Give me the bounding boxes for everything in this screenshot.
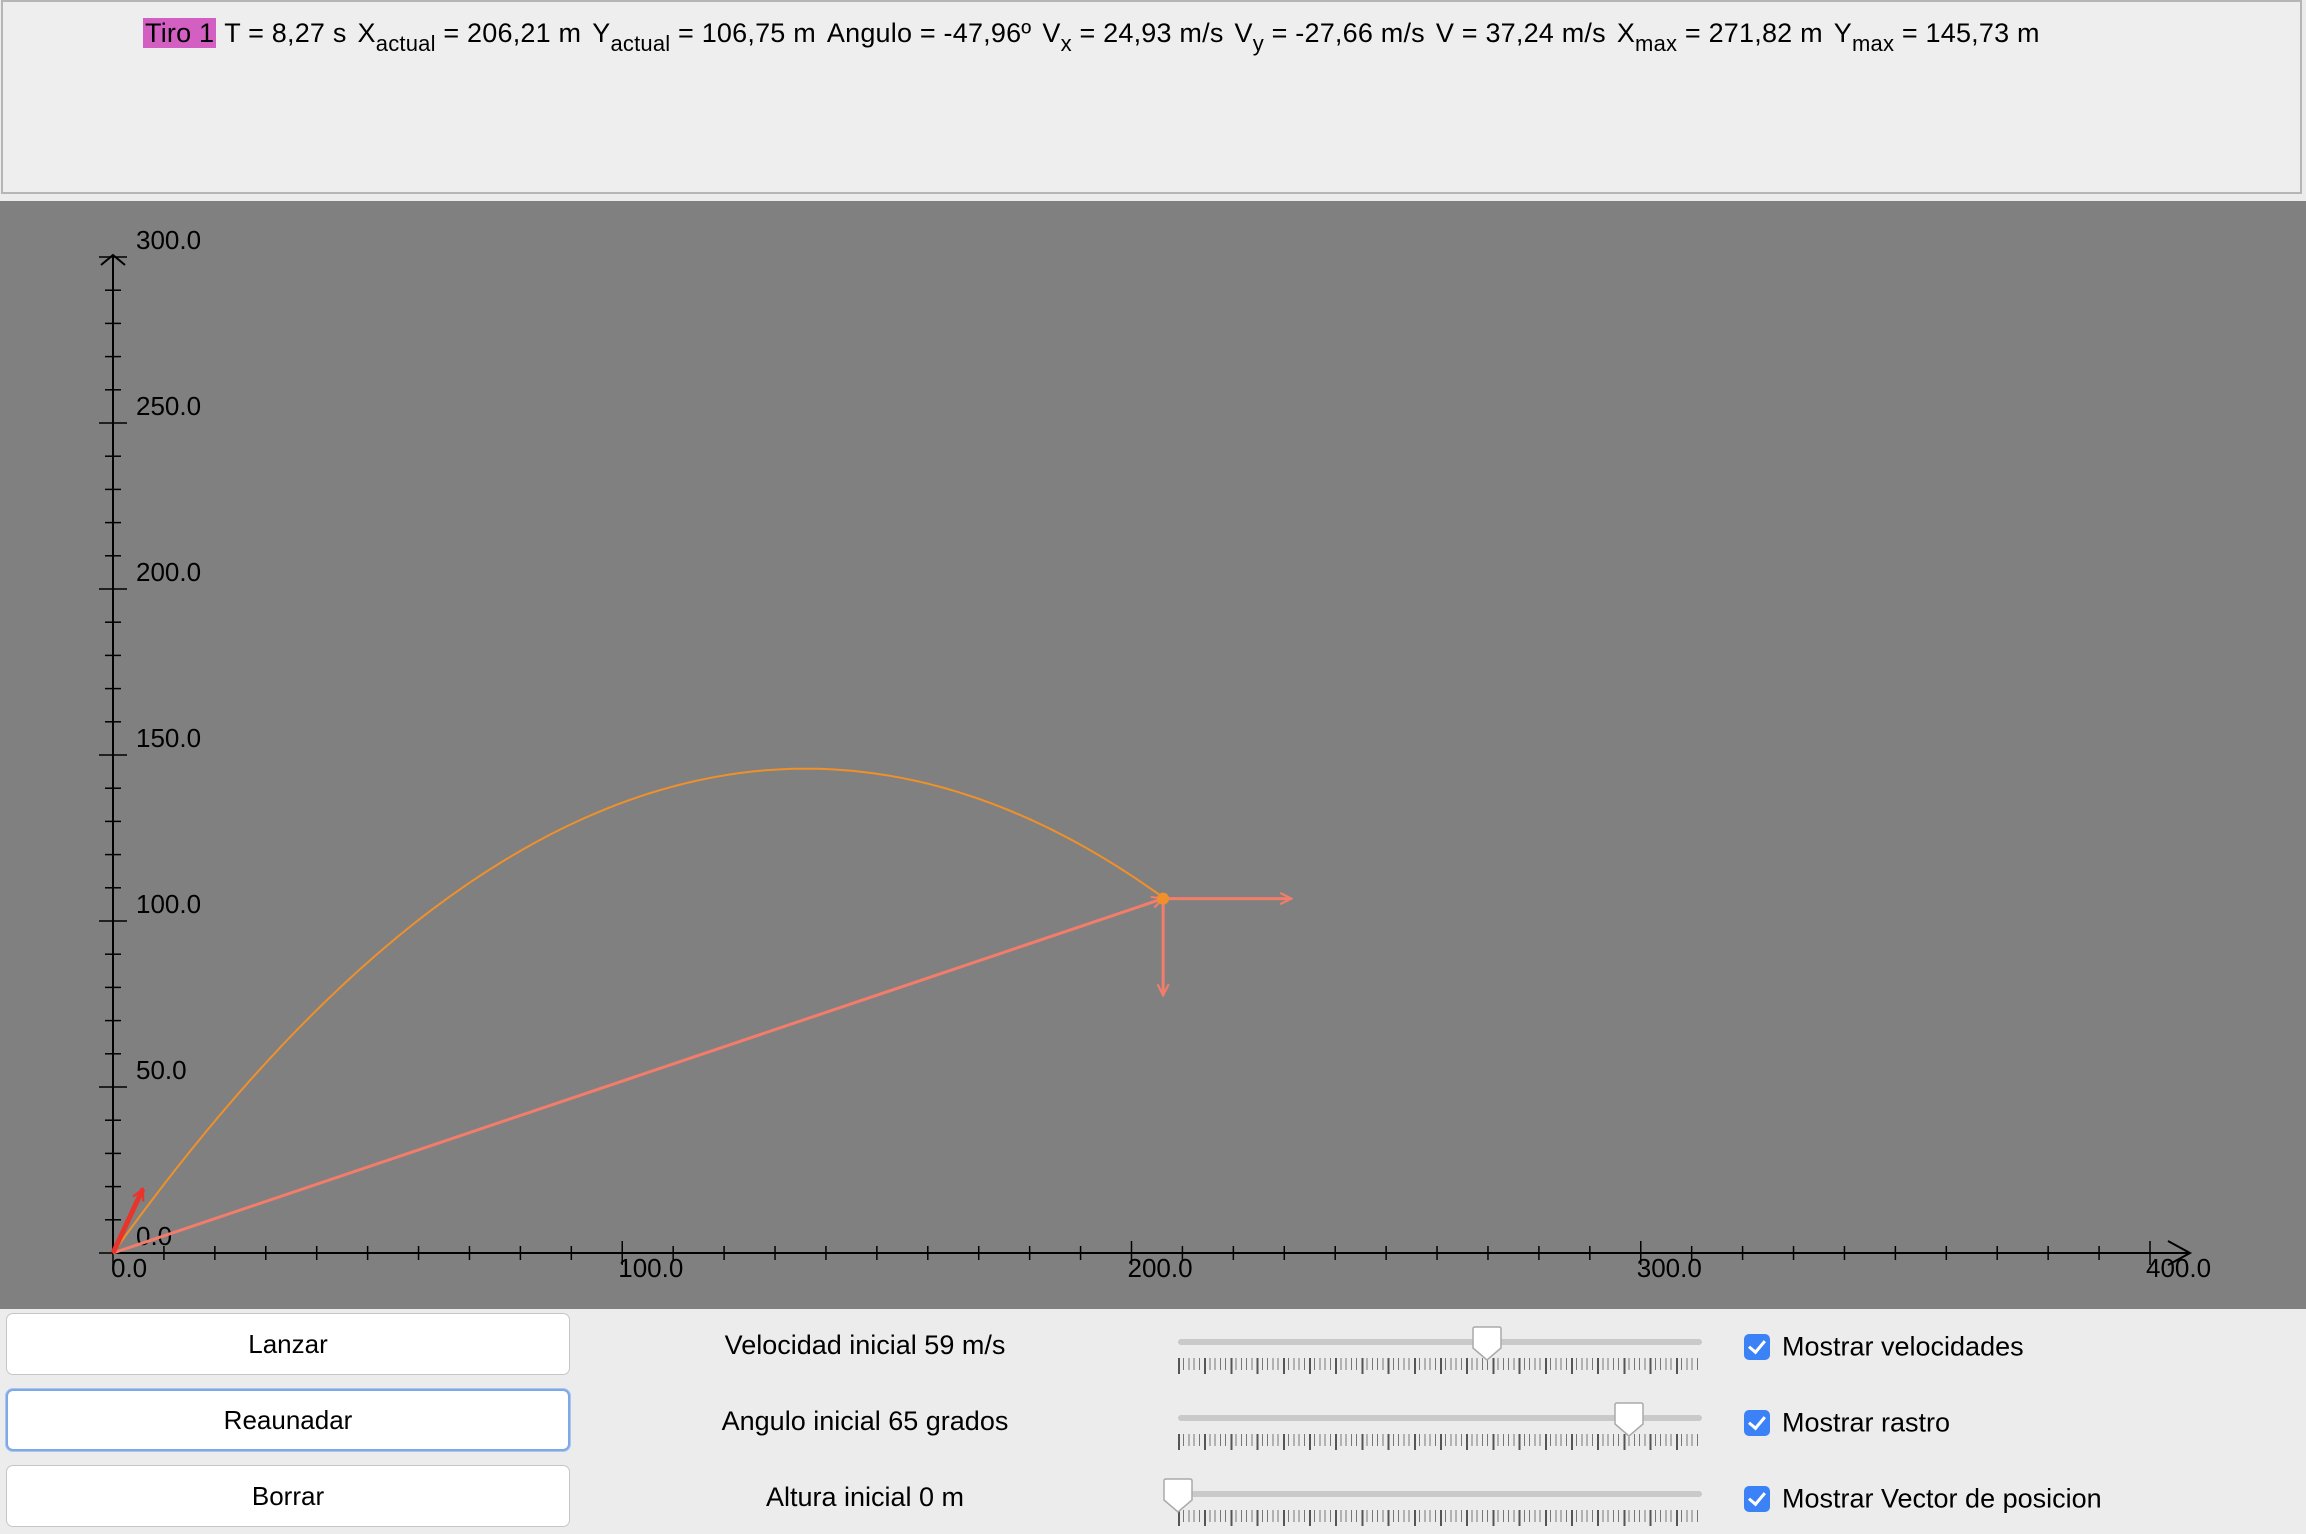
plot-background xyxy=(0,201,2306,1309)
speed-readout: V = 37,24 m/s xyxy=(1435,18,1606,48)
initial-height-label: Altura inicial 0 m xyxy=(765,1482,965,1512)
show-position-vector-checkbox[interactable]: Mostrar Vector de posicion xyxy=(1744,1482,2102,1516)
show-trail-label: Mostrar rastro xyxy=(1782,1407,1951,1438)
slider-thumb[interactable] xyxy=(1161,1478,1195,1514)
angle-slider[interactable] xyxy=(1178,1402,1702,1452)
checkbox-checked-icon[interactable] xyxy=(1744,1333,1770,1360)
checkbox-checked-icon[interactable] xyxy=(1744,1409,1770,1436)
x-tick-label: 200.0 xyxy=(1128,1253,1193,1283)
show-trail-checkbox[interactable]: Mostrar rastro xyxy=(1744,1406,1950,1440)
x-tick-label: 100.0 xyxy=(618,1253,683,1283)
x-tick-label: 400.0 xyxy=(2146,1253,2211,1283)
x-axis-arrow xyxy=(2167,1240,2193,1266)
y-tick-label: 150.0 xyxy=(136,723,201,753)
y-tick-label: 250.0 xyxy=(136,391,201,421)
shot-tag: Tiro 1 xyxy=(143,18,217,48)
xactual-readout: Xactual = 206,21 m xyxy=(357,18,582,56)
initial-velocity-label: Velocidad inicial 59 m/s xyxy=(724,1330,1006,1360)
slider-track xyxy=(1178,1339,1702,1345)
show-velocities-label: Mostrar velocidades xyxy=(1782,1331,2024,1362)
slider-thumb[interactable] xyxy=(1470,1326,1504,1362)
y-tick-label: 100.0 xyxy=(136,889,201,919)
vx-readout: Vx = 24,93 m/s xyxy=(1042,18,1224,56)
height-slider[interactable] xyxy=(1163,1478,1702,1528)
plot-area: 0.0 100.0 200.0 300.0 400.0 0.0 50.0 100.0 150.0… xyxy=(0,201,2306,1309)
vy-readout: Vy = -27,66 m/s xyxy=(1234,18,1425,56)
x-tick-label: 0.0 xyxy=(111,1253,147,1283)
trajectory-plot: 0.0 100.0 200.0 300.0 400.00.050.0100.0150.0… xyxy=(0,201,2306,1309)
slider-track xyxy=(1178,1415,1702,1421)
initial-angle-label: Angulo inicial 65 grados xyxy=(721,1406,1009,1436)
launch-button[interactable]: Lanzar xyxy=(6,1313,570,1375)
slider-track xyxy=(1178,1491,1702,1497)
show-velocities-checkbox[interactable]: Mostrar velocidades xyxy=(1744,1330,2024,1364)
slider-major-ticks xyxy=(1178,1434,1702,1450)
yactual-readout: Yactual = 106,75 m xyxy=(592,18,816,56)
xmax-readout: Xmax = 271,82 m xyxy=(1616,18,1823,56)
x-tick-label: 300.0 xyxy=(1637,1253,1702,1283)
ymax-readout: Ymax = 145,73 m xyxy=(1833,18,2040,56)
slider-thumb[interactable] xyxy=(1612,1402,1646,1438)
slider-major-ticks xyxy=(1178,1358,1702,1374)
trajectory-trail xyxy=(112,767,1164,1254)
slider-major-ticks xyxy=(1178,1510,1702,1526)
trajectory-layer xyxy=(110,767,1291,1255)
axes: 0.0 100.0 200.0 300.0 400.00.050.0100.0150.0… xyxy=(99,225,2211,1283)
y-axis-arrow xyxy=(100,253,126,266)
y-tick-label: 300.0 xyxy=(136,225,201,255)
projectile xyxy=(1157,892,1170,905)
initial-velocity-vector xyxy=(110,1189,146,1255)
clear-button[interactable]: Borrar xyxy=(6,1465,570,1527)
y-tick-label: 200.0 xyxy=(136,557,201,587)
velocity-slider[interactable] xyxy=(1178,1326,1702,1376)
resume-button[interactable]: Reaunadar xyxy=(6,1389,570,1451)
position-vector xyxy=(112,899,1163,1255)
angle-readout: Angulo = -47,96º xyxy=(826,18,1032,48)
y-tick-label: 50.0 xyxy=(136,1055,187,1085)
checkbox-checked-icon[interactable] xyxy=(1744,1485,1770,1512)
time-readout: T = 8,27 s xyxy=(224,18,347,48)
show-position-vector-label: Mostrar Vector de posicion xyxy=(1782,1483,2102,1514)
